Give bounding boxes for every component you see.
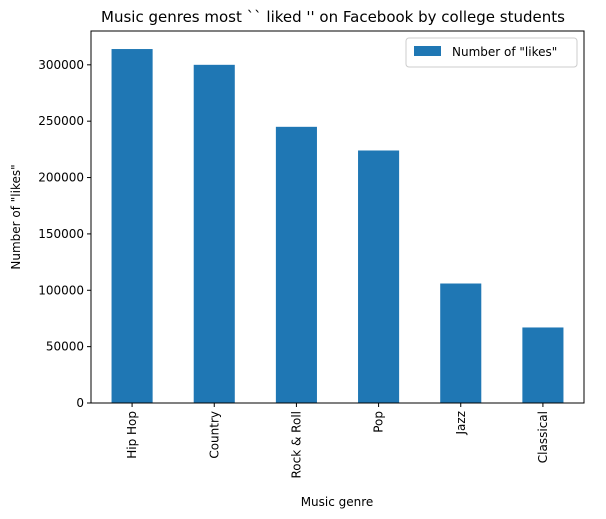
y-tick-label: 100000 — [38, 283, 84, 297]
bar-1 — [193, 64, 235, 404]
bar-2 — [275, 126, 317, 404]
chart-title: Music genres most `` liked '' on Faceboo… — [101, 8, 565, 26]
legend: Number of "likes" — [405, 37, 578, 68]
legend-label: Number of "likes" — [452, 45, 557, 59]
x-axis-ticks: Hip Hop Country Rock & Roll Pop Jazz Classica… — [125, 403, 550, 478]
legend-frame — [405, 37, 578, 68]
axes-frame — [90, 30, 585, 404]
x-tick-label: Rock & Roll — [289, 411, 303, 478]
y-tick-label: 0 — [76, 396, 84, 410]
x-tick-label: Jazz — [454, 411, 468, 436]
plot-area — [111, 49, 564, 404]
legend-swatch — [414, 46, 441, 56]
x-tick-label: Country — [207, 411, 221, 459]
y-tick-label: 300000 — [38, 58, 84, 72]
y-tick-label: 150000 — [38, 227, 84, 241]
bar-0 — [111, 49, 153, 403]
y-tick-label: 50000 — [46, 340, 84, 354]
bar-3 — [358, 150, 400, 403]
y-axis-label: Number of "likes" — [9, 164, 23, 269]
x-tick-label: Hip Hop — [125, 411, 139, 459]
y-tick-label: 250000 — [38, 114, 84, 128]
x-axis-label: Music genre — [301, 495, 374, 509]
x-tick-label: Classical — [536, 411, 550, 463]
bar-5 — [522, 327, 564, 403]
x-tick-label: Pop — [372, 411, 386, 433]
y-tick-label: 200000 — [38, 171, 84, 185]
y-axis-ticks: 0 50000 100000 150000 200000 250000 300000 — [38, 58, 91, 410]
bar-4 — [440, 283, 482, 403]
